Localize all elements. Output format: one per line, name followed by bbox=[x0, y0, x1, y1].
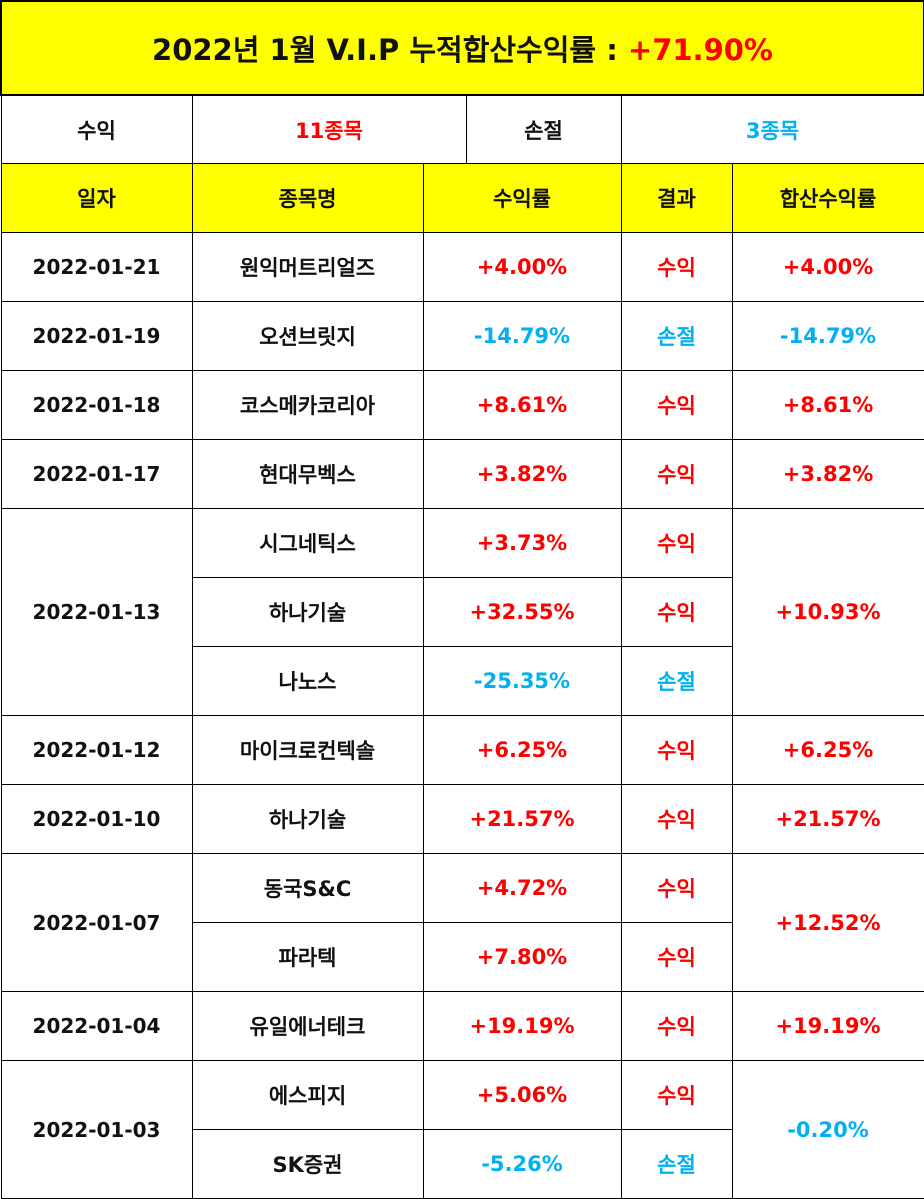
title-row: 2022년 1월 V.I.P 누적합산수익률 : +71.90% bbox=[0, 0, 924, 96]
total-rate-cell: -14.79% bbox=[731, 301, 924, 371]
result-cell: 수익 bbox=[620, 577, 733, 647]
table-row: 2022-01-12 마이크로컨텍솔 +6.25% 수익 +6.25% bbox=[0, 715, 924, 785]
date-cell: 2022-01-07 bbox=[0, 853, 193, 992]
table-row: SK증권 -5.26% 손절 bbox=[1, 1129, 924, 1199]
total-rate-cell: +10.93% bbox=[731, 508, 924, 716]
header-rate: 수익률 bbox=[422, 163, 622, 233]
total-rate-cell: +19.19% bbox=[731, 991, 924, 1061]
date-cell: 2022-01-18 bbox=[0, 370, 193, 440]
date-cell: 2022-01-03 bbox=[0, 1060, 193, 1199]
table-row: 2022-01-07 동국S&C +4.72% 수익 +12.52% bbox=[0, 853, 924, 992]
rate-cell: +5.06% bbox=[422, 1060, 622, 1130]
stock-name-cell: 파라텍 bbox=[191, 922, 424, 992]
result-cell: 수익 bbox=[620, 370, 733, 440]
stock-name-cell: 현대무벡스 bbox=[191, 439, 424, 509]
rate-cell: +32.55% bbox=[422, 577, 622, 647]
result-cell: 수익 bbox=[620, 1060, 733, 1130]
rate-cell: +4.72% bbox=[422, 853, 622, 923]
table-row: 2022-01-21 원익머트리얼즈 +4.00% 수익 +4.00% bbox=[0, 232, 924, 302]
stock-name-cell: 시그네틱스 bbox=[191, 508, 424, 578]
table-row: 2022-01-10 하나기술 +21.57% 수익 +21.57% bbox=[0, 784, 924, 854]
stock-name-cell: 유일에너테크 bbox=[191, 991, 424, 1061]
title-total-value: +71.90% bbox=[627, 33, 773, 67]
header-date: 일자 bbox=[0, 163, 193, 233]
header-result: 결과 bbox=[620, 163, 733, 233]
header-row: 일자 종목명 수익률 결과 합산수익률 bbox=[0, 163, 924, 233]
summary-loss-count: 3종목 bbox=[620, 94, 924, 164]
rate-cell: +4.00% bbox=[422, 232, 622, 302]
result-cell: 손절 bbox=[620, 646, 733, 716]
total-rate-cell: +8.61% bbox=[731, 370, 924, 440]
date-cell: 2022-01-04 bbox=[0, 991, 193, 1061]
table-row: 2022-01-17 현대무벡스 +3.82% 수익 +3.82% bbox=[0, 439, 924, 509]
stock-name-cell: 에스피지 bbox=[191, 1060, 424, 1130]
table-row: 2022-01-19 오션브릿지 -14.79% 손절 -14.79% bbox=[0, 301, 924, 371]
result-cell: 손절 bbox=[620, 301, 733, 371]
date-cell: 2022-01-21 bbox=[0, 232, 193, 302]
table-row: 2022-01-04 유일에너테크 +19.19% 수익 +19.19% bbox=[0, 991, 924, 1061]
title-text: 2022년 1월 V.I.P 누적합산수익률 : bbox=[152, 33, 618, 67]
rate-cell: +19.19% bbox=[422, 991, 622, 1061]
stock-name-cell: 동국S&C bbox=[191, 853, 424, 923]
rate-cell: +6.25% bbox=[422, 715, 622, 785]
result-cell: 수익 bbox=[620, 922, 733, 992]
summary-loss-label: 손절 bbox=[465, 94, 622, 164]
stock-name-cell: 나노스 bbox=[191, 646, 424, 716]
result-cell: 수익 bbox=[620, 853, 733, 923]
rate-cell: +8.61% bbox=[422, 370, 622, 440]
result-cell: 수익 bbox=[620, 715, 733, 785]
stock-name-cell: 마이크로컨텍솔 bbox=[191, 715, 424, 785]
total-rate-cell: +21.57% bbox=[731, 784, 924, 854]
table-row: 하나기술 +32.55% 수익 bbox=[1, 577, 924, 647]
total-rate-cell: +4.00% bbox=[731, 232, 924, 302]
rate-cell: -5.26% bbox=[422, 1129, 622, 1199]
date-cell: 2022-01-13 bbox=[0, 508, 193, 716]
total-rate-cell: -0.20% bbox=[731, 1060, 924, 1199]
summary-profit-label: 수익 bbox=[0, 94, 193, 164]
summary-row: 수익 11종목 손절 3종목 bbox=[0, 94, 924, 164]
rate-cell: -25.35% bbox=[422, 646, 622, 716]
date-cell: 2022-01-19 bbox=[0, 301, 193, 371]
stock-name-cell: SK증권 bbox=[191, 1129, 424, 1199]
result-cell: 수익 bbox=[620, 439, 733, 509]
table-row: 2022-01-18 코스메카코리아 +8.61% 수익 +8.61% bbox=[0, 370, 924, 440]
result-cell: 수익 bbox=[620, 508, 733, 578]
result-cell: 수익 bbox=[620, 991, 733, 1061]
stock-name-cell: 원익머트리얼즈 bbox=[191, 232, 424, 302]
header-name: 종목명 bbox=[191, 163, 424, 233]
total-rate-cell: +6.25% bbox=[731, 715, 924, 785]
date-cell: 2022-01-10 bbox=[0, 784, 193, 854]
date-cell: 2022-01-12 bbox=[0, 715, 193, 785]
table-row: 2022-01-13 시그네틱스 +3.73% 수익 +10.93% bbox=[0, 508, 924, 716]
page-title: 2022년 1월 V.I.P 누적합산수익률 : +71.90% bbox=[0, 0, 924, 96]
header-total: 합산수익률 bbox=[731, 163, 924, 233]
result-cell: 손절 bbox=[620, 1129, 733, 1199]
result-cell: 수익 bbox=[620, 232, 733, 302]
rate-cell: +7.80% bbox=[422, 922, 622, 992]
summary-profit-count: 11종목 bbox=[191, 94, 467, 164]
total-rate-cell: +12.52% bbox=[731, 853, 924, 992]
result-cell: 수익 bbox=[620, 784, 733, 854]
table-row: 2022-01-03 에스피지 +5.06% 수익 -0.20% bbox=[0, 1060, 924, 1199]
rate-cell: +21.57% bbox=[422, 784, 622, 854]
stock-name-cell: 코스메카코리아 bbox=[191, 370, 424, 440]
stock-name-cell: 오션브릿지 bbox=[191, 301, 424, 371]
date-cell: 2022-01-17 bbox=[0, 439, 193, 509]
stock-name-cell: 하나기술 bbox=[191, 784, 424, 854]
rate-cell: -14.79% bbox=[422, 301, 622, 371]
rate-cell: +3.82% bbox=[422, 439, 622, 509]
rate-cell: +3.73% bbox=[422, 508, 622, 578]
total-rate-cell: +3.82% bbox=[731, 439, 924, 509]
stock-name-cell: 하나기술 bbox=[191, 577, 424, 647]
